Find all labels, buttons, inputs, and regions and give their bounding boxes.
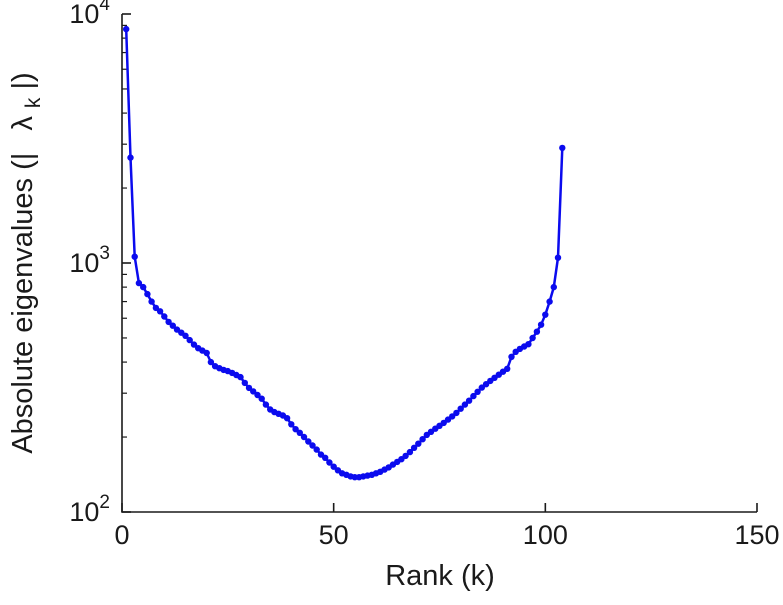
data-point-marker	[533, 328, 541, 335]
data-point-marker	[470, 392, 477, 400]
data-point-marker	[478, 384, 485, 391]
data-point-marker	[131, 253, 138, 260]
y-tick-base: 10	[69, 0, 99, 29]
data-point-marker	[537, 321, 545, 328]
data-point-marker	[453, 409, 460, 417]
data-point-marker	[504, 365, 511, 372]
axis-lines	[121, 14, 757, 513]
data-point-marker	[288, 421, 295, 428]
data-point-marker	[182, 332, 189, 339]
data-point-marker	[559, 144, 566, 152]
data-point-marker	[326, 459, 333, 466]
data-point-marker	[127, 154, 134, 161]
data-point-marker	[457, 405, 464, 412]
y-axis-label-prefix: Absolute eigenvalues (|	[7, 153, 39, 454]
x-tick-label: 150	[734, 520, 779, 550]
data-point-marker	[406, 448, 414, 456]
data-point-marker	[525, 341, 532, 348]
data-point-marker	[300, 433, 308, 441]
data-point-marker	[250, 388, 257, 395]
data-point-marker	[554, 254, 562, 261]
data-point-marker	[529, 334, 536, 342]
data-point-marker	[135, 279, 143, 287]
data-point-marker	[465, 397, 473, 404]
data-point-marker	[254, 391, 261, 399]
data-point-marker	[550, 283, 557, 291]
x-tick-label: 100	[523, 520, 568, 550]
data-point-marker	[402, 452, 409, 460]
data-point-marker	[508, 353, 515, 360]
eigenvalue-markers	[123, 25, 566, 481]
data-point-marker	[148, 298, 155, 305]
data-point-marker	[169, 322, 176, 329]
data-point-marker	[542, 311, 549, 318]
y-tick-base: 10	[69, 497, 99, 527]
y-tick-label: 102	[69, 492, 110, 527]
data-point-marker	[313, 446, 320, 453]
data-point-marker	[144, 290, 151, 298]
data-point-marker	[123, 25, 130, 33]
axes	[121, 14, 757, 513]
data-point-marker	[241, 379, 248, 387]
data-point-marker	[186, 336, 193, 344]
y-tick-label: 104	[69, 0, 110, 29]
y-tick-label: 103	[69, 243, 110, 278]
data-point-marker	[330, 463, 337, 470]
data-point-marker	[296, 429, 303, 436]
data-point-marker	[305, 438, 312, 445]
data-point-marker	[309, 442, 316, 449]
x-tick-label: 0	[114, 520, 129, 550]
data-point-marker	[283, 415, 291, 422]
data-point-marker	[449, 413, 456, 420]
data-point-marker	[262, 401, 270, 408]
data-point-marker	[140, 283, 147, 291]
x-axis-ticks: 0 50 100 150	[114, 503, 780, 550]
data-point-marker	[461, 401, 469, 408]
data-point-marker	[237, 373, 244, 381]
x-axis-label: Rank (k)	[385, 560, 495, 592]
data-point-marker	[258, 395, 265, 402]
data-point-marker	[161, 313, 168, 320]
y-axis-label: Absolute eigenvalues (| λ k |)	[7, 72, 47, 453]
y-axis-label-suffix: |)	[7, 72, 39, 89]
y-tick-exponent: 2	[99, 492, 110, 513]
data-point-marker	[292, 426, 299, 433]
data-point-marker	[419, 436, 426, 443]
data-point-marker	[410, 444, 418, 451]
data-point-marker	[207, 358, 215, 366]
lambda-symbol: λ	[7, 116, 39, 131]
y-tick-exponent: 3	[99, 243, 110, 264]
y-tick-exponent: 4	[99, 0, 110, 15]
data-point-marker	[546, 298, 553, 305]
data-point-marker	[203, 349, 210, 357]
lambda-subscript: k	[22, 97, 45, 108]
y-tick-base: 10	[69, 248, 99, 278]
x-tick-label: 50	[319, 520, 349, 550]
data-point-marker	[156, 308, 164, 315]
data-point-marker	[322, 454, 329, 461]
data-point-marker	[165, 318, 172, 326]
data-point-marker	[474, 388, 481, 395]
data-point-marker	[245, 384, 253, 392]
data-series	[123, 25, 566, 481]
data-point-marker	[190, 341, 198, 348]
data-point-marker	[415, 440, 422, 447]
eigenvalue-line	[124, 27, 564, 479]
